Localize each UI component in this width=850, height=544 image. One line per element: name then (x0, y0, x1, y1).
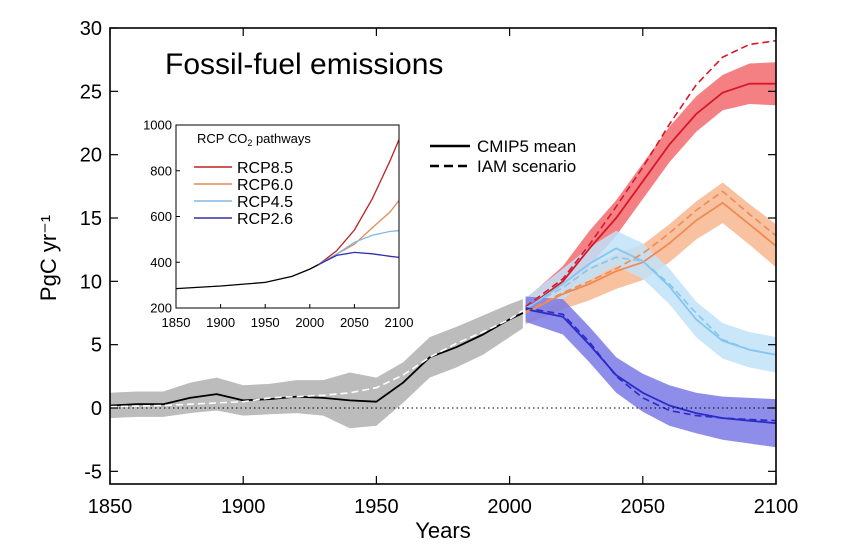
x-tick-label-1900: 1900 (221, 496, 266, 518)
band-historical (110, 299, 523, 429)
inset-line-rcp2-6 (318, 251, 400, 266)
inset-x-tick-label-2050: 2050 (340, 315, 369, 330)
x-tick-label-1850: 1850 (88, 496, 133, 518)
inset-title-part-2: pathways (252, 131, 311, 146)
x-axis-label: Years (415, 518, 470, 543)
y-tick-label-5: 5 (91, 335, 102, 357)
iam-scenario-rcp8-5 (525, 39, 777, 308)
inset-x-tick-label-1900: 1900 (206, 315, 235, 330)
y-tick-label-5: -5 (84, 461, 102, 483)
cmip5-mean-rcp2-6 (525, 308, 777, 425)
legend-label-cmip5-mean: CMIP5 mean (477, 137, 576, 156)
iam-scenario-rcp6-0 (525, 190, 777, 313)
x-tick-label-2100: 2100 (754, 496, 799, 518)
inset-series-layer (175, 139, 400, 290)
inset-legend-label-rcp2-6: RCP2.6 (237, 211, 293, 228)
inset-x-tick-label-2100: 2100 (385, 315, 414, 330)
legend-label-iam-scenario: IAM scenario (477, 157, 576, 176)
inset-y-tick-label-200: 200 (150, 301, 172, 316)
iam-scenario-rcp2-6 (525, 307, 777, 422)
y-tick-label-30: 30 (80, 18, 102, 40)
inset-x-tick-label-1850: 1850 (162, 315, 191, 330)
x-tick-label-2050: 2050 (621, 496, 666, 518)
cmip5-mean-historical (109, 312, 524, 407)
inset-y-tick-label-1000: 1000 (143, 118, 172, 133)
y-tick-label-20: 20 (80, 145, 102, 167)
inset-y-tick-label-600: 600 (150, 209, 172, 224)
inset-title-subscript: 2 (247, 138, 252, 148)
y-tick-label-25: 25 (80, 81, 102, 103)
inset-x-tick-label-1950: 1950 (251, 315, 280, 330)
legend: CMIP5 mean IAM scenario (430, 137, 576, 176)
y-axis-label: PgC yr⁻¹ (36, 215, 61, 301)
inset-background (134, 114, 410, 354)
inset-title: RCP CO2 pathways (197, 131, 311, 148)
iam-scenario-historical (109, 309, 524, 408)
inset-line-rcp4-5 (318, 230, 400, 266)
cmip5-mean-rcp6-0 (525, 201, 777, 314)
inset-title-part-1: RCP CO (197, 131, 247, 146)
inset-line-historical (175, 263, 319, 290)
y-tick-label-0: 0 (91, 398, 102, 420)
inset-line-rcp8-5 (318, 139, 400, 266)
plot-frame (109, 27, 777, 485)
inset-y-tick-label-800: 800 (150, 163, 172, 178)
inset-y-tick-label-400: 400 (150, 255, 172, 270)
inset-chart: 1850 1900 1950 2000 2050 2100 200 400 600 800 1000… (134, 114, 413, 354)
x-tick-label-2000: 2000 (487, 496, 532, 518)
inset-legend-label-rcp4-5: RCP4.5 (237, 194, 293, 211)
band-rcp4-5 (525, 230, 776, 373)
iam-scenario-rcp4-5 (525, 256, 777, 356)
inset-legend-label-rcp6-0: RCP6.0 (237, 177, 293, 194)
band-rcp2-6 (525, 296, 776, 448)
main-axes: 1850 1900 1950 2000 2050 2100 -5 0 5 10 15 20 25 30 (80, 18, 799, 518)
main-series-layer (109, 39, 777, 448)
y-tick-label-15: 15 (80, 208, 102, 230)
inset-axes: 1850 1900 1950 2000 2050 2100 200 400 600 800 1000 (143, 118, 413, 331)
cmip5-mean-rcp8-5 (525, 82, 776, 310)
inset-legend-label-rcp8-5: RCP8.5 (237, 160, 293, 177)
x-tick-label-1950: 1950 (354, 496, 399, 518)
inset-x-tick-label-2000: 2000 (295, 315, 324, 330)
y-tick-label-10: 10 (80, 271, 102, 293)
chart-title: Fossil-fuel emissions (165, 48, 443, 81)
